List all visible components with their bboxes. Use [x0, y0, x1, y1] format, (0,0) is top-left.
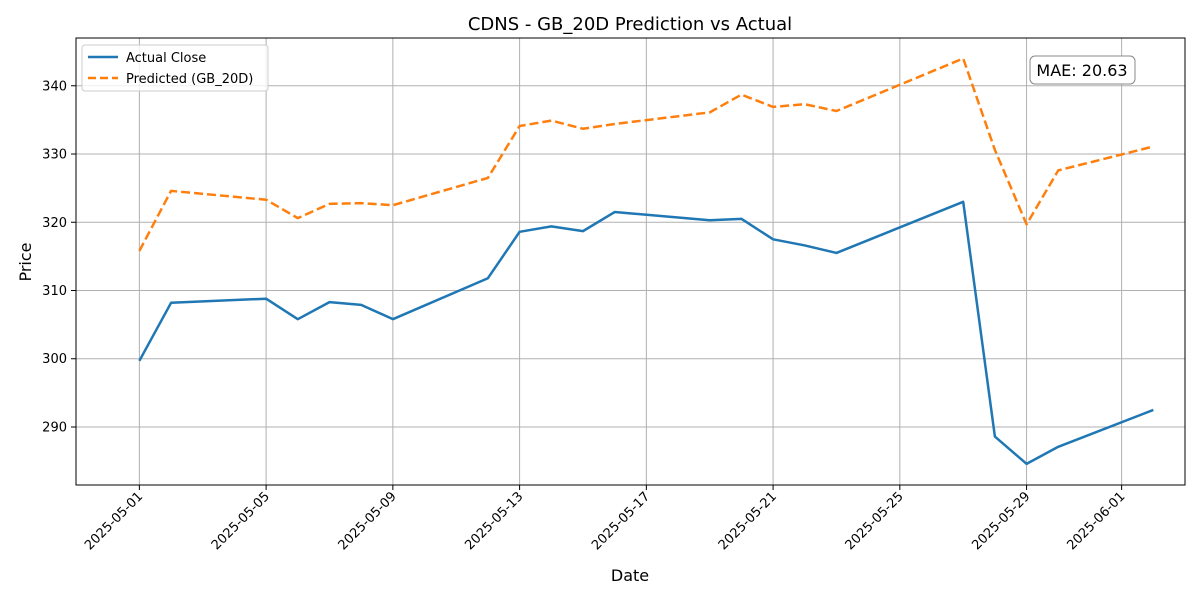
chart-title: CDNS - GB_20D Prediction vs Actual [468, 14, 792, 35]
legend: Actual Close Predicted (GB_20D) [81, 44, 269, 92]
legend-label-actual: Actual Close [126, 51, 206, 66]
plot-frame [75, 37, 1186, 486]
grid [76, 38, 1185, 485]
y-tick-label: 320 [42, 216, 67, 231]
y-tick-label: 330 [42, 148, 67, 163]
mae-annotation: MAE: 20.63 [1029, 55, 1136, 85]
y-axis-label: Price [16, 242, 35, 281]
y-ticks: 290 300 310 320 330 340 [42, 79, 76, 435]
x-axis-label: Date [611, 566, 649, 585]
mae-box [1029, 55, 1136, 85]
y-tick-label: 300 [42, 352, 67, 367]
legend-box [81, 44, 269, 92]
legend-label-predicted: Predicted (GB_20D) [126, 72, 253, 87]
y-tick-label: 290 [42, 420, 67, 435]
series-line-actual [138, 200, 1154, 466]
series-layer [138, 57, 1154, 466]
series-line-predicted [138, 57, 1154, 252]
mae-text: MAE: 20.63 [1036, 61, 1127, 80]
y-tick-label: 340 [42, 79, 67, 94]
y-tick-label: 310 [42, 284, 67, 299]
